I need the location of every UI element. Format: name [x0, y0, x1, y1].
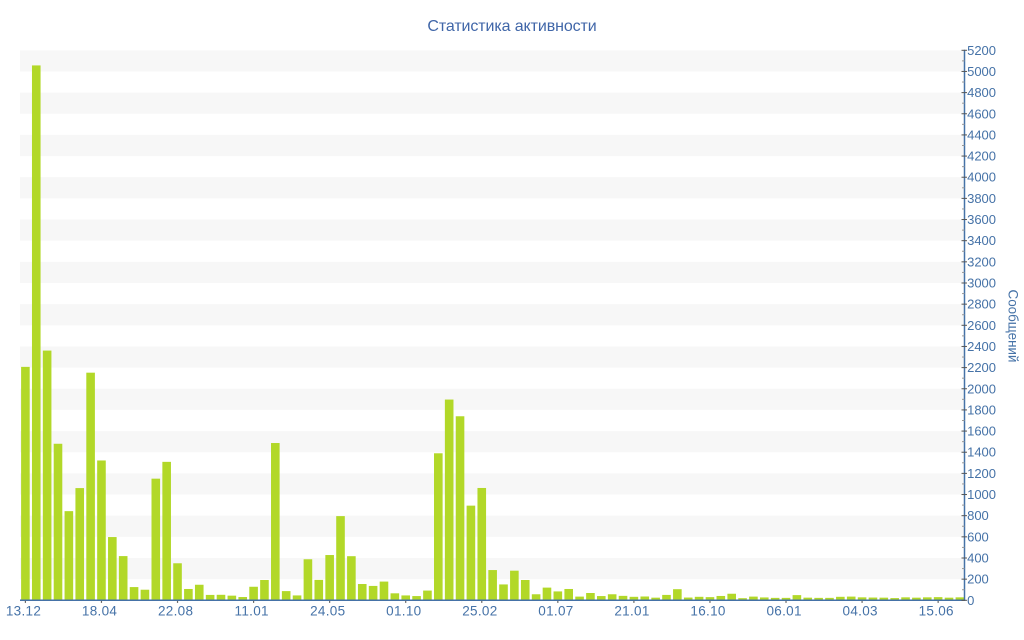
svg-text:4400: 4400: [967, 127, 996, 142]
svg-text:Сообщений: Сообщений: [1006, 290, 1021, 363]
svg-text:2600: 2600: [967, 318, 996, 333]
svg-text:4800: 4800: [967, 85, 996, 100]
svg-text:4600: 4600: [967, 106, 996, 121]
svg-text:15.06: 15.06: [919, 603, 954, 618]
svg-text:5000: 5000: [967, 64, 996, 79]
svg-text:400: 400: [967, 550, 989, 565]
svg-text:4000: 4000: [967, 170, 996, 185]
svg-text:01.07: 01.07: [538, 603, 573, 618]
svg-text:1600: 1600: [967, 424, 996, 439]
svg-text:0: 0: [967, 593, 974, 608]
svg-text:01.10: 01.10: [386, 603, 421, 618]
svg-text:5200: 5200: [967, 43, 996, 58]
svg-text:2400: 2400: [967, 339, 996, 354]
svg-text:06.01: 06.01: [766, 603, 801, 618]
svg-text:3200: 3200: [967, 254, 996, 269]
svg-text:04.03: 04.03: [843, 603, 878, 618]
svg-text:1400: 1400: [967, 445, 996, 460]
svg-text:200: 200: [967, 572, 989, 587]
svg-text:Статистика активности: Статистика активности: [427, 18, 596, 35]
svg-text:4200: 4200: [967, 149, 996, 164]
svg-text:1800: 1800: [967, 402, 996, 417]
svg-text:1000: 1000: [967, 487, 996, 502]
svg-text:25.02: 25.02: [462, 603, 497, 618]
svg-text:600: 600: [967, 529, 989, 544]
svg-text:2200: 2200: [967, 360, 996, 375]
svg-text:2800: 2800: [967, 297, 996, 312]
svg-text:3400: 3400: [967, 233, 996, 248]
svg-text:18.04: 18.04: [82, 603, 117, 618]
svg-text:3600: 3600: [967, 212, 996, 227]
svg-text:2000: 2000: [967, 381, 996, 396]
svg-text:3000: 3000: [967, 275, 996, 290]
svg-text:16.10: 16.10: [690, 603, 725, 618]
svg-text:3800: 3800: [967, 191, 996, 206]
svg-text:24.05: 24.05: [310, 603, 345, 618]
svg-text:22.08: 22.08: [158, 603, 193, 618]
svg-text:21.01: 21.01: [614, 603, 649, 618]
svg-text:1200: 1200: [967, 466, 996, 481]
svg-text:11.01: 11.01: [235, 603, 269, 618]
svg-text:800: 800: [967, 508, 989, 523]
svg-text:13.12: 13.12: [6, 603, 41, 618]
